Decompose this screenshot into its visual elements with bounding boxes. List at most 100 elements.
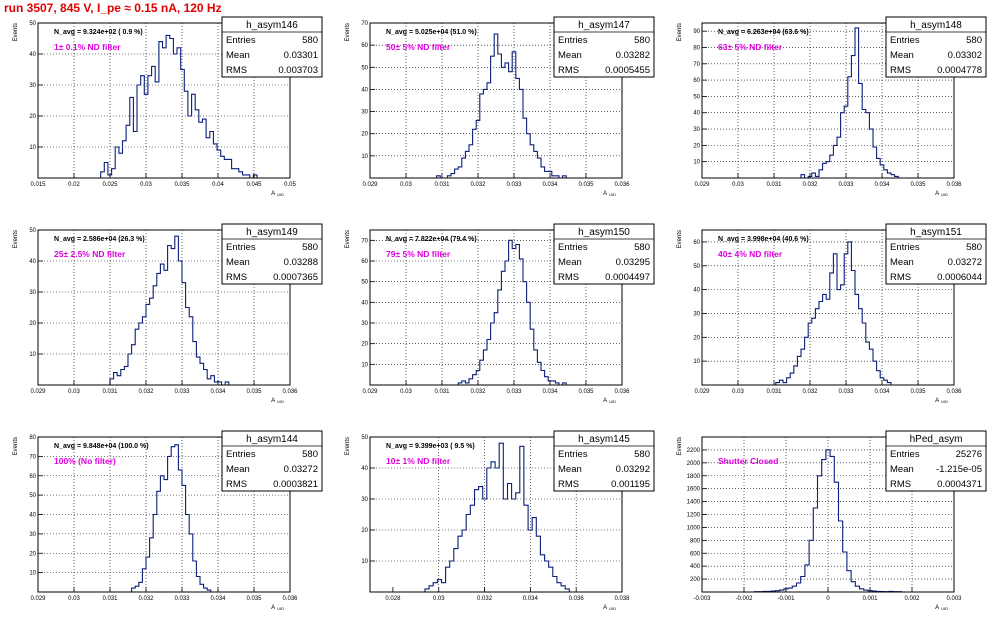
- y-tick-label: 40: [29, 513, 36, 519]
- stats-rms-value: 0.0004371: [937, 479, 982, 490]
- x-tick-label: 0.035: [246, 596, 262, 602]
- y-tick-label: 90: [693, 29, 700, 35]
- x-tick-label: 0.033: [174, 596, 190, 602]
- histogram-panel-h_asym146: 0.015 0.02 0.025 0.03 0.035 0.04 0.045 0.05 10 20…: [0, 0, 332, 207]
- stats-rms-label: RMS: [226, 479, 247, 490]
- stats-mean-value: 0.03282: [616, 50, 650, 61]
- histogram-svg: 0.029 0.03 0.031 0.032 0.033 0.034 0.035 0.036 1…: [345, 16, 655, 197]
- filter-label: 10± 1% ND filter: [386, 456, 451, 466]
- y-tick-label: 40: [361, 300, 368, 306]
- stats-box: [553, 223, 655, 285]
- stats-mean-value: 0.03302: [948, 50, 982, 61]
- x-tick-label: 0.05: [284, 182, 296, 188]
- stats-rms-label: RMS: [890, 65, 911, 76]
- filter-label: 50± 5% ND filter: [386, 42, 451, 52]
- y-tick-label: 30: [693, 311, 700, 317]
- plot-frame: [701, 22, 955, 179]
- y-tick-label: 200: [690, 577, 701, 583]
- stats-mean-label: Mean: [226, 257, 250, 268]
- stats-box: [553, 430, 655, 492]
- y-tick-label: 60: [693, 240, 700, 246]
- y-tick-label: 10: [693, 359, 700, 365]
- x-tick-label: 0.032: [138, 596, 154, 602]
- stats-mean-value: 0.03292: [616, 464, 650, 475]
- x-tick-label: -0.003: [693, 596, 711, 602]
- histogram-svg: 0.029 0.03 0.031 0.032 0.033 0.034 0.035 0.036 1…: [677, 223, 987, 404]
- histogram-name: h_asym145: [578, 434, 630, 445]
- x-tick-label: 0.029: [694, 389, 710, 395]
- y-tick-label: 10: [29, 571, 36, 577]
- stats-entries-value: 580: [634, 449, 650, 460]
- stats-box: [553, 16, 655, 78]
- stats-box: [221, 430, 323, 492]
- y-tick-label: 400: [690, 564, 701, 570]
- plot-frame: [701, 229, 955, 386]
- filter-label: 63± 5% ND filter: [718, 42, 783, 52]
- stats-rms-value: 0.0005455: [605, 65, 650, 76]
- y-tick-label: 30: [361, 321, 368, 327]
- x-tick-label: 0.036: [614, 182, 630, 188]
- stats-rms-value: 0.0004497: [605, 272, 650, 283]
- x-tick-label: 0.032: [138, 389, 154, 395]
- plot-frame: [369, 229, 623, 386]
- y-tick-label: 800: [690, 538, 701, 544]
- histogram-line: [109, 235, 230, 386]
- navg-label: N_avg = 5.025e+04 (51.0 %): [386, 29, 477, 36]
- x-tick-label: 0.033: [838, 389, 854, 395]
- stats-mean-value: 0.03272: [948, 257, 982, 268]
- y-tick-label: 50: [693, 264, 700, 270]
- stats-box: [885, 16, 987, 78]
- y-axis-label: Events: [345, 230, 351, 248]
- y-tick-label: 1400: [687, 500, 701, 506]
- navg-label: N_avg = 9.324e+02 ( 0.9 %): [54, 29, 143, 36]
- y-tick-label: 30: [361, 110, 368, 116]
- y-tick-label: 40: [693, 111, 700, 117]
- x-tick-label: 0: [826, 596, 830, 602]
- x-tick-label: 0.031: [434, 182, 450, 188]
- x-tick-label: 0.03: [140, 182, 152, 188]
- x-tick-label: 0.001: [862, 596, 878, 602]
- stats-mean-label: Mean: [558, 464, 582, 475]
- y-tick-label: 30: [29, 290, 36, 296]
- stats-entries-value: 25276: [956, 449, 982, 460]
- x-tick-label: 0.034: [210, 389, 226, 395]
- y-tick-label: 20: [361, 528, 368, 534]
- y-tick-label: 1200: [687, 513, 701, 519]
- stats-entries-value: 580: [966, 242, 982, 253]
- y-tick-label: 70: [361, 238, 368, 244]
- x-tick-label: 0.035: [910, 389, 926, 395]
- x-tick-label: 0.031: [102, 389, 118, 395]
- stats-entries-label: Entries: [226, 449, 256, 460]
- x-axis-label: A UID: [603, 398, 616, 404]
- y-tick-label: 50: [29, 228, 36, 234]
- stats-entries-label: Entries: [226, 35, 256, 46]
- x-tick-label: 0.031: [766, 389, 782, 395]
- histogram-name: h_asym147: [578, 20, 630, 31]
- x-tick-label: 0.029: [362, 182, 378, 188]
- stats-entries-label: Entries: [890, 449, 920, 460]
- filter-label: 25± 2.5% ND filter: [54, 249, 126, 259]
- stats-entries-label: Entries: [558, 35, 588, 46]
- filter-label: 100% (No filter): [54, 456, 116, 466]
- y-tick-label: 10: [361, 154, 368, 160]
- stats-rms-label: RMS: [226, 272, 247, 283]
- y-tick-label: 10: [361, 362, 368, 368]
- x-tick-label: 0.038: [614, 596, 630, 602]
- x-tick-label: 0.036: [946, 182, 962, 188]
- stats-rms-value: 0.001195: [611, 479, 650, 490]
- x-axis-label: A UID: [935, 191, 948, 197]
- x-tick-label: 0.029: [30, 596, 46, 602]
- stats-rms-value: 0.0003821: [273, 479, 318, 490]
- histogram-line: [775, 241, 892, 385]
- stats-mean-label: Mean: [890, 464, 914, 475]
- x-tick-label: 0.034: [542, 182, 558, 188]
- x-tick-label: 0.031: [102, 596, 118, 602]
- y-axis-label: Events: [345, 23, 351, 41]
- navg-label: N_avg = 6.263e+04 (63.6 %): [718, 29, 809, 36]
- x-axis-label: A UID: [603, 191, 616, 197]
- histogram-panel-hPed_asym: -0.003 -0.002 -0.001 0 0.001 0.002 0.003 200 400…: [664, 414, 996, 621]
- stats-entries-value: 580: [966, 35, 982, 46]
- histogram-line: [424, 442, 570, 592]
- x-tick-label: 0.033: [506, 182, 522, 188]
- y-axis-label: Events: [345, 437, 351, 455]
